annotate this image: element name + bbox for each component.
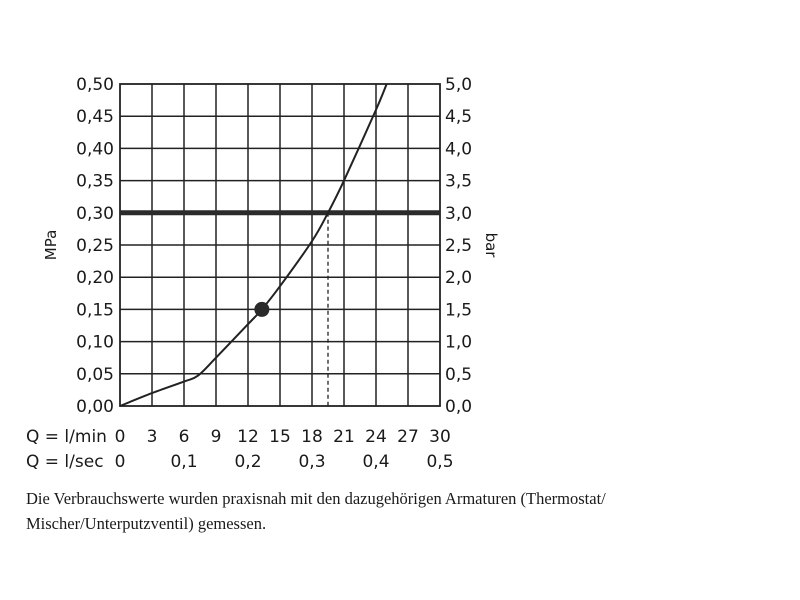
right-tick-label: 0,5 xyxy=(445,365,472,385)
right-tick-label: 4,5 xyxy=(445,107,472,127)
left-tick-label: 0,05 xyxy=(76,365,114,385)
flow-pressure-chart: 0,000,050,100,150,200,250,300,350,400,45… xyxy=(26,75,500,472)
left-tick-label: 0,50 xyxy=(76,75,114,95)
x-tick-label-lmin: 24 xyxy=(365,427,387,447)
x-tick-label-lsec: 0 xyxy=(115,452,126,472)
x-axis-lsec-label: Q = l/sec xyxy=(26,452,104,472)
caption: Die Verbrauchswerte wurden praxisnah mit… xyxy=(26,486,746,536)
right-tick-label: 0,0 xyxy=(445,397,472,417)
right-tick-label: 2,5 xyxy=(445,236,472,256)
right-tick-label: 1,5 xyxy=(445,300,472,320)
x-axis-lmin-label: Q = l/min xyxy=(26,427,107,447)
right-tick-label: 5,0 xyxy=(445,75,472,95)
left-tick-label: 0,30 xyxy=(76,204,114,224)
x-tick-label-lmin: 9 xyxy=(211,427,222,447)
left-tick-label: 0,45 xyxy=(76,107,114,127)
left-tick-label: 0,10 xyxy=(76,333,114,353)
chart-marks xyxy=(119,83,440,407)
x-tick-label-lmin: 30 xyxy=(429,427,451,447)
right-axis-title: bar xyxy=(482,233,500,259)
left-tick-label: 0,20 xyxy=(76,268,114,288)
x-tick-label-lsec: 0,4 xyxy=(362,452,389,472)
right-tick-label: 3,5 xyxy=(445,172,472,192)
caption-line-1: Die Verbrauchswerte wurden praxisnah mit… xyxy=(26,489,606,508)
right-tick-label: 2,0 xyxy=(445,268,472,288)
x-tick-label-lmin: 18 xyxy=(301,427,323,447)
plot-frame xyxy=(119,83,441,407)
right-tick-label: 1,0 xyxy=(445,333,472,353)
x-tick-label-lsec: 0,1 xyxy=(170,452,197,472)
left-tick-label: 0,40 xyxy=(76,139,114,159)
x-tick-label-lmin: 21 xyxy=(333,427,355,447)
marker-point xyxy=(254,301,270,317)
left-tick-label: 0,00 xyxy=(76,397,114,417)
right-tick-label: 3,0 xyxy=(445,204,472,224)
x-tick-label-lmin: 12 xyxy=(237,427,259,447)
tick-labels: 0,000,050,100,150,200,250,300,350,400,45… xyxy=(26,75,500,472)
x-tick-label-lsec: 0,2 xyxy=(234,452,261,472)
x-tick-label-lsec: 0,3 xyxy=(298,452,325,472)
x-tick-label-lmin: 6 xyxy=(179,427,190,447)
caption-line-2: Mischer/Unterputzventil) gemessen. xyxy=(26,514,267,533)
x-tick-label-lmin: 27 xyxy=(397,427,419,447)
left-tick-label: 0,15 xyxy=(76,300,114,320)
chart-grid xyxy=(120,84,440,406)
left-tick-label: 0,35 xyxy=(76,172,114,192)
left-axis-title: MPa xyxy=(42,230,60,261)
right-tick-label: 4,0 xyxy=(445,139,472,159)
x-tick-label-lmin: 3 xyxy=(147,427,158,447)
left-tick-label: 0,25 xyxy=(76,236,114,256)
plot-border xyxy=(119,83,441,407)
x-tick-label-lsec: 0,5 xyxy=(426,452,453,472)
x-tick-label-lmin: 0 xyxy=(115,427,126,447)
x-tick-label-lmin: 15 xyxy=(269,427,291,447)
